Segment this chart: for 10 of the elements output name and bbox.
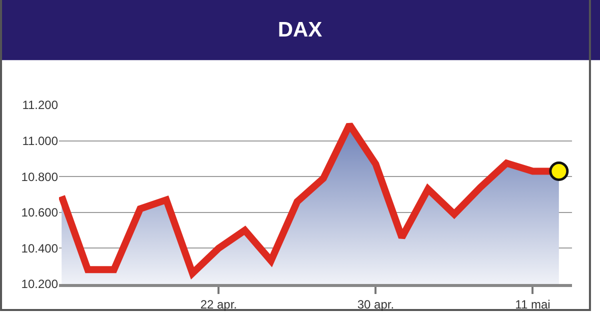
y-tick-label: 11.000 <box>22 134 58 148</box>
y-tick-label: 10.200 <box>21 277 58 292</box>
x-tick-label: 30 apr. <box>357 297 394 312</box>
y-tick-label: 10.400 <box>21 241 58 256</box>
y-tick-label: 10.800 <box>21 170 58 184</box>
y-tick-label: 10.600 <box>21 206 58 220</box>
x-tick-label: 22 apr. <box>200 297 238 312</box>
y-tick-label: 11.200 <box>22 98 58 112</box>
x-tick-label: 11 mai <box>515 297 550 312</box>
chart-title: DAX <box>278 18 322 42</box>
